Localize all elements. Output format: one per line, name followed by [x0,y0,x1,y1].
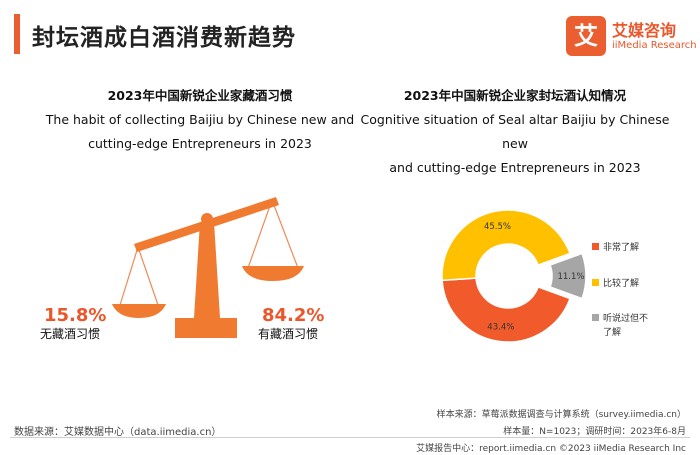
legend-label: 比较了解 [603,279,640,289]
legend-swatch [592,314,599,321]
left-title-en-1: The habit of collecting Baijiu by Chines… [45,112,355,127]
legend-swatch [592,279,599,286]
right-title-en-2: and cutting-edge Entrepreneurs in 2023 [389,160,641,175]
category-label-no-collection: 无藏酒习惯 [40,327,101,341]
legend-item-very-familiar: 非常了解 [592,240,639,253]
right-title-cn: 2023年中国新锐企业家封坛酒认知情况 [403,88,627,103]
category-label-has-collection: 有藏酒习惯 [258,327,319,341]
sample-size: 样本量：N=1023；调研时间：2023年6-8月 [503,427,686,437]
logo-name-en: iiMedia Research [612,40,697,51]
legend-label: 非常了解 [603,243,640,253]
donut-slice-fairly-familiar [441,209,571,282]
brand-logo: 艾 艾媒咨询 iiMedia Research [566,16,697,56]
logo-name-cn: 艾媒咨询 [612,21,677,40]
scale-pan-left [112,304,166,318]
legend-label: 听说过但不 [603,314,649,324]
title-accent-bar [14,14,20,54]
donut-value-label-fairly-familiar: 45.5% [484,222,511,232]
scale-strings [119,199,299,306]
legend-label-cont: 了解 [603,328,622,338]
copyright: 艾媒报告中心：report.iimedia.cn ©2023 iiMedia R… [416,444,686,454]
scale-base [175,318,237,338]
logo-badge: 艾 [566,16,606,56]
left-title-en-2: cutting-edge Entrepreneurs in 2023 [88,136,312,151]
right-title-en-1: Cognitive situation of Seal altar Baijiu… [360,112,670,151]
footer-divider [10,437,690,438]
value-label-no-collection: 15.8% [44,305,107,326]
donut-slice-heard-of [549,252,587,300]
scale-pillar [194,222,220,318]
legend-item-fairly-familiar: 比较了解 [592,276,639,289]
donut-value-label-very-familiar: 43.4% [487,322,514,332]
sample-source: 样本来源：草莓派数据调查与计算系统（survey.iimedia.cn） [436,410,686,420]
right-chart-title: 2023年中国新锐企业家封坛酒认知情况 Cognitive situation … [355,84,675,180]
legend-item-heard-of: 听说过但不 了解 [592,311,649,338]
scale-pan-right [242,266,304,281]
left-chart-title: 2023年中国新锐企业家藏酒习惯 The habit of collecting… [40,84,360,156]
donut-slice-very-familiar [441,277,571,343]
page-title: 封坛酒成白酒消费新趋势 [32,25,296,51]
legend-swatch [592,243,599,250]
data-source: 数据来源：艾媒数据中心（data.iimedia.cn） [14,427,222,438]
value-label-has-collection: 84.2% [262,305,325,326]
left-title-cn: 2023年中国新锐企业家藏酒习惯 [107,88,293,103]
donut-value-label-heard-of: 11.1% [557,272,584,282]
